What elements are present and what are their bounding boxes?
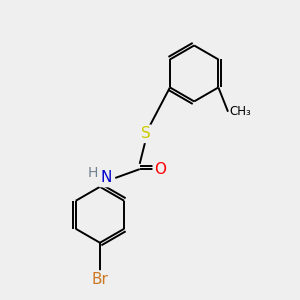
Text: CH₃: CH₃	[230, 105, 251, 118]
Text: S: S	[141, 126, 151, 141]
Text: Br: Br	[92, 272, 108, 287]
Text: N: N	[100, 170, 112, 185]
Text: H: H	[87, 166, 98, 180]
Text: O: O	[154, 162, 166, 177]
